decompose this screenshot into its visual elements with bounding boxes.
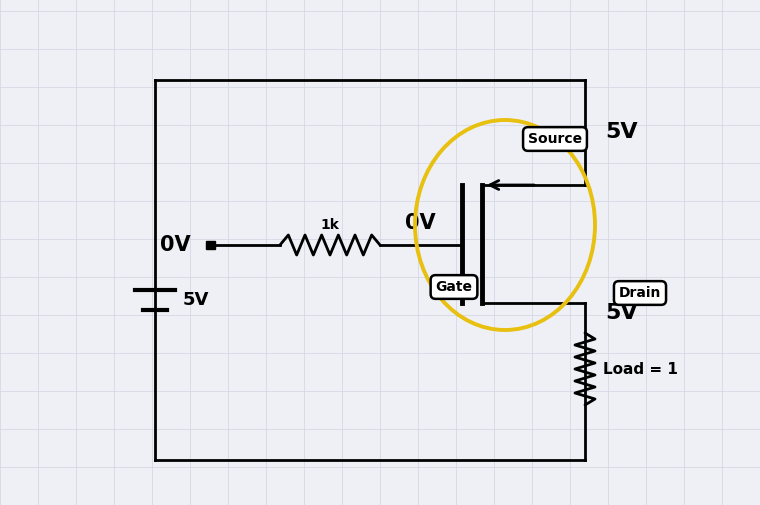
Bar: [205, 240, 214, 249]
Text: Drain: Drain: [619, 286, 661, 300]
Text: 5V: 5V: [605, 303, 638, 323]
Text: Load = 1: Load = 1: [603, 362, 678, 377]
Text: 0V: 0V: [160, 235, 190, 255]
Text: 5V: 5V: [183, 291, 209, 309]
Text: Gate: Gate: [435, 280, 473, 294]
Text: 1k: 1k: [321, 218, 340, 232]
Text: 0V: 0V: [404, 213, 435, 233]
Text: 5V: 5V: [605, 123, 638, 142]
Text: Source: Source: [528, 132, 582, 146]
